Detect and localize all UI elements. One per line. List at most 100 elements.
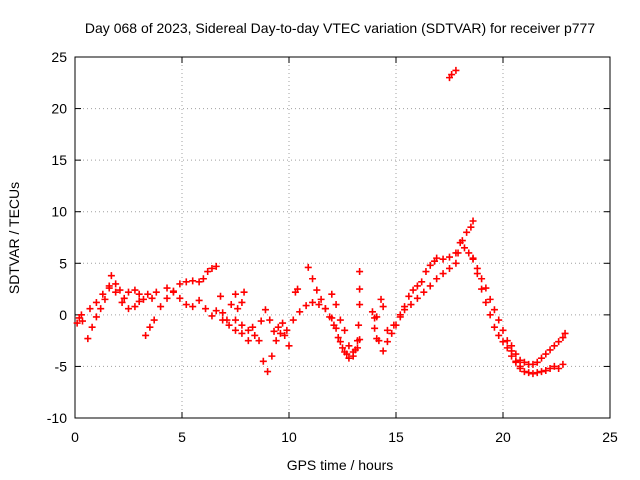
data-point: [377, 295, 385, 303]
data-point: [356, 268, 364, 276]
data-point: [373, 313, 381, 321]
plot-frame: [74, 56, 611, 419]
data-point: [388, 329, 396, 337]
data-point: [326, 313, 334, 321]
data-point: [355, 321, 363, 329]
data-point: [559, 360, 567, 368]
data-point: [409, 286, 417, 294]
data-point: [116, 286, 124, 294]
series-arc16: [371, 324, 383, 345]
data-point: [503, 344, 511, 352]
series-arc15: [368, 308, 381, 322]
series-arc17: [377, 295, 387, 311]
data-point: [495, 331, 503, 339]
data-point: [533, 369, 541, 377]
data-point: [294, 285, 302, 293]
data-point: [503, 337, 511, 345]
data-point: [234, 305, 242, 313]
grid-lines: [75, 57, 610, 418]
data-point: [525, 369, 533, 377]
data-point: [508, 342, 516, 350]
data-point: [120, 294, 128, 302]
data-point: [309, 298, 317, 306]
data-point: [148, 294, 156, 302]
data-point: [467, 223, 475, 231]
series-arc3: [86, 282, 143, 313]
data-point: [550, 362, 558, 370]
data-point: [353, 337, 361, 345]
series-arc24: [469, 254, 567, 378]
data-point: [249, 323, 257, 331]
data-point: [426, 261, 434, 269]
data-point: [345, 342, 353, 350]
data-point: [439, 255, 447, 263]
series-arc23: [456, 239, 524, 370]
data-point: [341, 326, 349, 334]
y-tick-label: 0: [59, 307, 67, 323]
data-point: [199, 275, 207, 283]
data-point: [73, 319, 81, 327]
data-point: [125, 288, 132, 296]
data-point: [328, 290, 336, 298]
x-tick-label: 15: [388, 429, 404, 445]
series-arc13: [304, 263, 351, 358]
data-point: [99, 290, 107, 298]
data-point: [317, 295, 325, 303]
data-point: [261, 306, 269, 314]
data-point: [559, 334, 567, 342]
data-point: [516, 356, 524, 364]
data-point: [189, 277, 197, 285]
data-point: [279, 319, 287, 327]
data-point: [396, 311, 404, 319]
data-point: [163, 294, 171, 302]
axis-ticks: 0 5 10 15 20 25 -10 -5 0 5 10 15 20 25: [47, 49, 618, 445]
data-point: [538, 368, 546, 376]
data-point: [512, 358, 520, 366]
x-tick-label: 20: [495, 429, 511, 445]
data-point: [452, 259, 460, 267]
data-point: [219, 316, 227, 324]
data-point: [244, 337, 252, 345]
data-point: [343, 350, 351, 358]
data-point: [546, 346, 554, 354]
data-point: [152, 288, 160, 296]
data-point: [78, 317, 86, 325]
data-point: [313, 286, 321, 294]
data-point: [195, 278, 203, 286]
y-tick-label: -10: [47, 410, 67, 426]
data-point: [217, 292, 225, 300]
data-point: [118, 298, 126, 306]
data-point: [157, 303, 165, 311]
x-tick-label: 5: [178, 429, 186, 445]
data-point: [232, 290, 239, 298]
data-point: [368, 308, 376, 316]
data-point: [281, 331, 289, 339]
data-point: [208, 312, 216, 320]
y-tick-label: 20: [51, 101, 67, 117]
data-point: [92, 313, 100, 321]
data-point: [92, 298, 100, 306]
data-point: [97, 305, 105, 313]
data-point: [463, 228, 471, 236]
data-point: [533, 358, 541, 366]
data-point: [516, 364, 524, 372]
data-point: [334, 334, 342, 342]
data-point: [321, 305, 329, 313]
data-point: [495, 316, 503, 324]
data-point: [538, 354, 546, 362]
data-point: [460, 244, 468, 252]
data-point: [529, 360, 537, 368]
data-point: [304, 263, 312, 271]
data-point: [469, 217, 477, 225]
series-arc19: [383, 259, 460, 334]
data-point: [259, 357, 267, 365]
data-point: [112, 280, 120, 288]
data-point: [486, 295, 494, 303]
data-point: [268, 352, 276, 360]
y-tick-label: -5: [55, 358, 68, 374]
data-point: [135, 290, 143, 298]
data-point: [101, 295, 109, 303]
data-point: [356, 285, 364, 293]
series-arc1: [73, 311, 86, 327]
data-point: [251, 331, 259, 339]
